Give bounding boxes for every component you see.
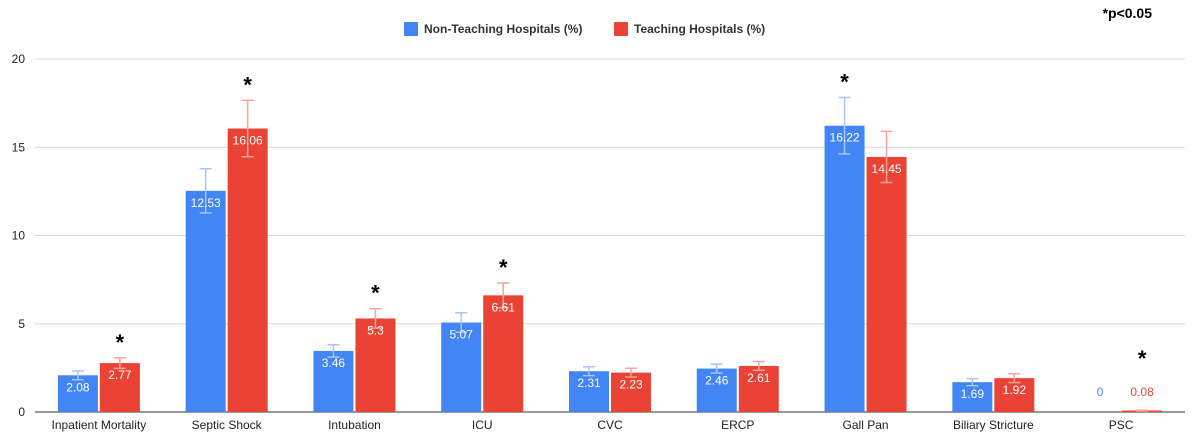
bar	[57, 375, 98, 412]
y-tick-label: 5	[18, 317, 25, 331]
bar	[99, 363, 140, 412]
significance-star: *	[840, 69, 849, 94]
bars: 2.08 2.77 12.53 16.06 3.46 5.3 5.07 6.61 2.31 2.2…	[57, 69, 1163, 412]
data-label: 2.23	[619, 378, 643, 392]
legend-label: Non-Teaching Hospitals (%)	[424, 22, 582, 36]
legend-label: Teaching Hospitals (%)	[634, 22, 765, 36]
significance-star: *	[499, 255, 508, 280]
bar	[994, 378, 1035, 412]
bar	[611, 372, 651, 412]
bar	[313, 350, 354, 412]
bar	[952, 382, 993, 412]
bar	[441, 322, 482, 412]
data-label: 2.61	[747, 371, 771, 385]
category-label: CVC	[597, 418, 623, 432]
data-label: 16.22	[830, 131, 860, 145]
bar	[738, 365, 779, 412]
data-label: 1.69	[961, 387, 985, 401]
x-axis: Inpatient Mortality Septic Shock Intubatio…	[52, 418, 1134, 432]
category-label: Gall Pan	[843, 418, 889, 432]
category-label: PSC	[1109, 418, 1134, 432]
significance-star: *	[1138, 346, 1147, 371]
data-label: 5.3	[367, 323, 384, 337]
gridlines	[35, 58, 1185, 413]
bar	[185, 190, 226, 412]
bar	[696, 368, 737, 412]
category-label: Septic Shock	[192, 418, 263, 432]
data-label: 0	[1097, 385, 1104, 399]
bar	[569, 371, 609, 412]
category-label: ICU	[472, 418, 493, 432]
data-label: 2.08	[66, 380, 90, 394]
data-label: 6.61	[492, 300, 516, 314]
data-label: 2.77	[108, 368, 132, 382]
bar	[824, 125, 865, 412]
data-label: 3.46	[322, 356, 346, 370]
significance-star: *	[116, 330, 125, 355]
category-label: Intubation	[328, 418, 381, 432]
significance-note: *p<0.05	[1103, 5, 1153, 21]
bar	[355, 318, 396, 412]
y-axis: 0 5 10 15 20	[12, 52, 26, 419]
y-tick-label: 10	[12, 229, 26, 243]
y-tick-label: 15	[12, 140, 26, 154]
category-label: ERCP	[721, 418, 754, 432]
data-label: 16.06	[233, 134, 263, 148]
significance-star: *	[243, 72, 252, 97]
data-label: 0.08	[1130, 385, 1154, 399]
legend: Non-Teaching Hospitals (%) Teaching Hospi…	[404, 22, 765, 36]
data-label: 1.92	[1003, 383, 1027, 397]
data-label: 12.53	[191, 196, 221, 210]
significance-star: *	[371, 281, 380, 306]
data-label: 2.31	[577, 376, 601, 390]
bar	[866, 156, 907, 412]
legend-swatch	[614, 22, 628, 36]
y-tick-label: 0	[18, 405, 25, 419]
category-label: Biliary Stricture	[953, 418, 1034, 432]
data-label: 5.07	[450, 328, 474, 342]
legend-swatch	[404, 22, 418, 36]
data-label: 14.45	[872, 162, 902, 176]
y-tick-label: 20	[12, 52, 26, 66]
category-label: Inpatient Mortality	[52, 418, 147, 432]
data-label: 2.46	[705, 374, 729, 388]
bar	[483, 295, 524, 412]
bar	[227, 128, 268, 412]
